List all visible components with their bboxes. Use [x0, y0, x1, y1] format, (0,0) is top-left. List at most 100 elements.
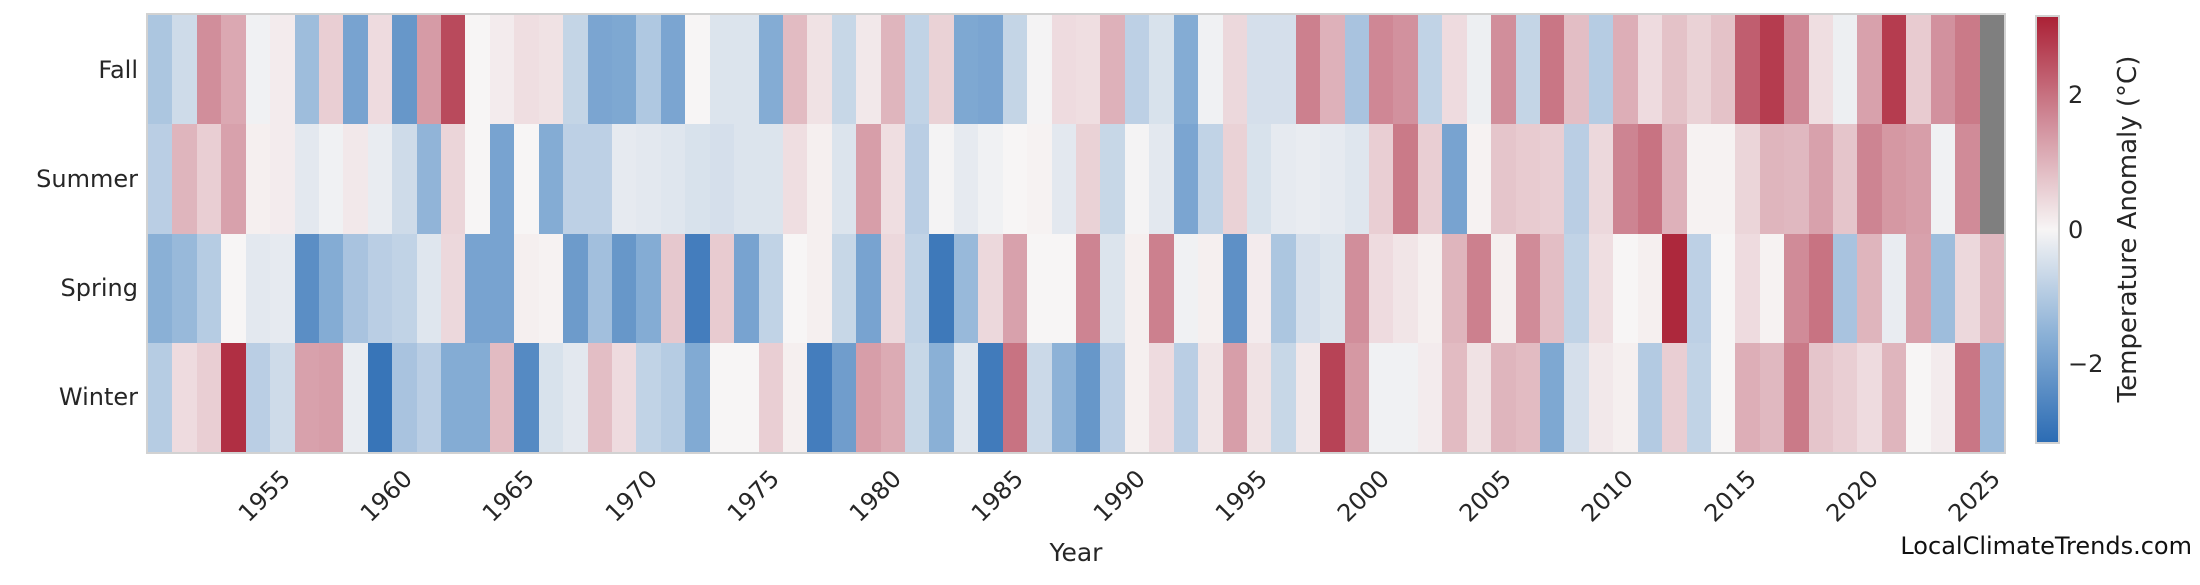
heatmap-cell	[1466, 15, 1492, 125]
heatmap-cell	[1906, 342, 1931, 452]
heatmap-cell	[1881, 124, 1907, 234]
heatmap-cell	[1588, 124, 1614, 234]
heatmap-cell	[587, 15, 612, 125]
heatmap-cell	[1295, 233, 1321, 343]
heatmap-cell	[1295, 15, 1321, 125]
heatmap-cell	[685, 233, 710, 343]
heatmap-cell	[1564, 233, 1589, 343]
heatmap-cell	[172, 342, 197, 452]
heatmap-cell	[465, 15, 490, 125]
heatmap-cell	[1857, 124, 1882, 234]
heatmap-cell	[709, 233, 735, 343]
heatmap-cell	[1124, 15, 1150, 125]
heatmap-cell	[1759, 233, 1785, 343]
heatmap-cell	[782, 342, 808, 452]
heatmap-cell	[1955, 15, 1980, 125]
heatmap-cell	[782, 233, 808, 343]
heatmap-cell	[905, 15, 930, 125]
heatmap-cell	[1735, 342, 1760, 452]
heatmap-cell	[1735, 233, 1760, 343]
heatmap-cell	[1051, 124, 1076, 234]
heatmap-cell	[538, 342, 564, 452]
heatmap-cell	[416, 342, 442, 452]
heatmap-cell	[978, 124, 1003, 234]
heatmap-cell	[1759, 15, 1785, 125]
heatmap-cell	[1173, 233, 1199, 343]
heatmap-cell	[1930, 233, 1956, 343]
heatmap-cell	[685, 342, 710, 452]
heatmap-cell	[905, 233, 930, 343]
heatmap-cell	[1808, 124, 1834, 234]
heatmap-cell	[1588, 342, 1614, 452]
heatmap-cell	[1369, 15, 1394, 125]
heatmap-cell	[1540, 342, 1565, 452]
heatmap-cell	[807, 124, 832, 234]
heatmap-cell	[1759, 124, 1785, 234]
heatmap-cell	[196, 233, 222, 343]
heatmap-cell	[978, 15, 1003, 125]
heatmap-cell	[1710, 124, 1736, 234]
heatmap-cell	[538, 124, 564, 234]
heatmap-cell	[1173, 124, 1199, 234]
heatmap-cell	[1979, 15, 2004, 125]
heatmap-cell	[1710, 15, 1736, 125]
heatmap-cell	[1710, 233, 1736, 343]
colorbar-tick--2: −2	[2068, 349, 2104, 378]
heatmap-cell	[1051, 233, 1076, 343]
heatmap-cell	[880, 342, 906, 452]
heatmap-cell	[1784, 15, 1809, 125]
heatmap-cell	[587, 342, 612, 452]
heatmap-cell	[245, 233, 271, 343]
heatmap-cell	[1002, 15, 1028, 125]
heatmap-cell	[856, 15, 881, 125]
heatmap-cell	[1857, 15, 1882, 125]
heatmap-cell	[367, 233, 393, 343]
heatmap-cell	[685, 15, 710, 125]
heatmap-cell	[245, 124, 271, 234]
heatmap-cell	[929, 342, 954, 452]
heatmap-cell	[856, 342, 881, 452]
heatmap-cell	[1564, 15, 1589, 125]
heatmap-cell	[1442, 15, 1467, 125]
row-label-summer: Summer	[36, 164, 138, 193]
heatmap-cell	[1295, 342, 1321, 452]
heatmap-cell	[343, 233, 368, 343]
heatmap-cell	[1662, 124, 1687, 234]
heatmap-cell	[1491, 233, 1516, 343]
heatmap-cell	[1930, 15, 1956, 125]
heatmap-cell	[318, 342, 344, 452]
heatmap-cell	[1930, 342, 1956, 452]
heatmap-cell	[1442, 233, 1467, 343]
heatmap-cell	[1637, 233, 1663, 343]
heatmap-cell	[538, 233, 564, 343]
heatmap-cell	[1833, 342, 1858, 452]
heatmap-cell	[392, 124, 417, 234]
heatmap-cell	[807, 15, 832, 125]
heatmap-cell	[294, 233, 319, 343]
heatmap-cell	[1759, 342, 1785, 452]
heatmap-cell	[1271, 124, 1296, 234]
heatmap-cell	[1833, 15, 1858, 125]
heatmap-cell	[1686, 233, 1711, 343]
heatmap-cell	[1515, 15, 1540, 125]
heatmap-cell	[929, 233, 954, 343]
heatmap-cell	[343, 15, 368, 125]
heatmap-cell	[367, 342, 393, 452]
heatmap-cell	[953, 233, 979, 343]
heatmap-cell	[1076, 15, 1101, 125]
heatmap-cell	[1491, 124, 1516, 234]
heatmap-cell	[1979, 233, 2004, 343]
heatmap-cell	[148, 342, 173, 452]
heatmap-cell	[1491, 342, 1516, 452]
heatmap-cell	[1320, 342, 1345, 452]
heatmap-cell	[1808, 233, 1834, 343]
heatmap-cell	[441, 15, 466, 125]
heatmap-cell	[1002, 342, 1028, 452]
heatmap-cell	[318, 15, 344, 125]
heatmap-cell	[294, 15, 319, 125]
heatmap-cell	[831, 124, 857, 234]
heatmap-cell	[270, 15, 295, 125]
heatmap-cell	[1735, 15, 1760, 125]
heatmap-cell	[953, 124, 979, 234]
heatmap-cell	[294, 124, 319, 234]
